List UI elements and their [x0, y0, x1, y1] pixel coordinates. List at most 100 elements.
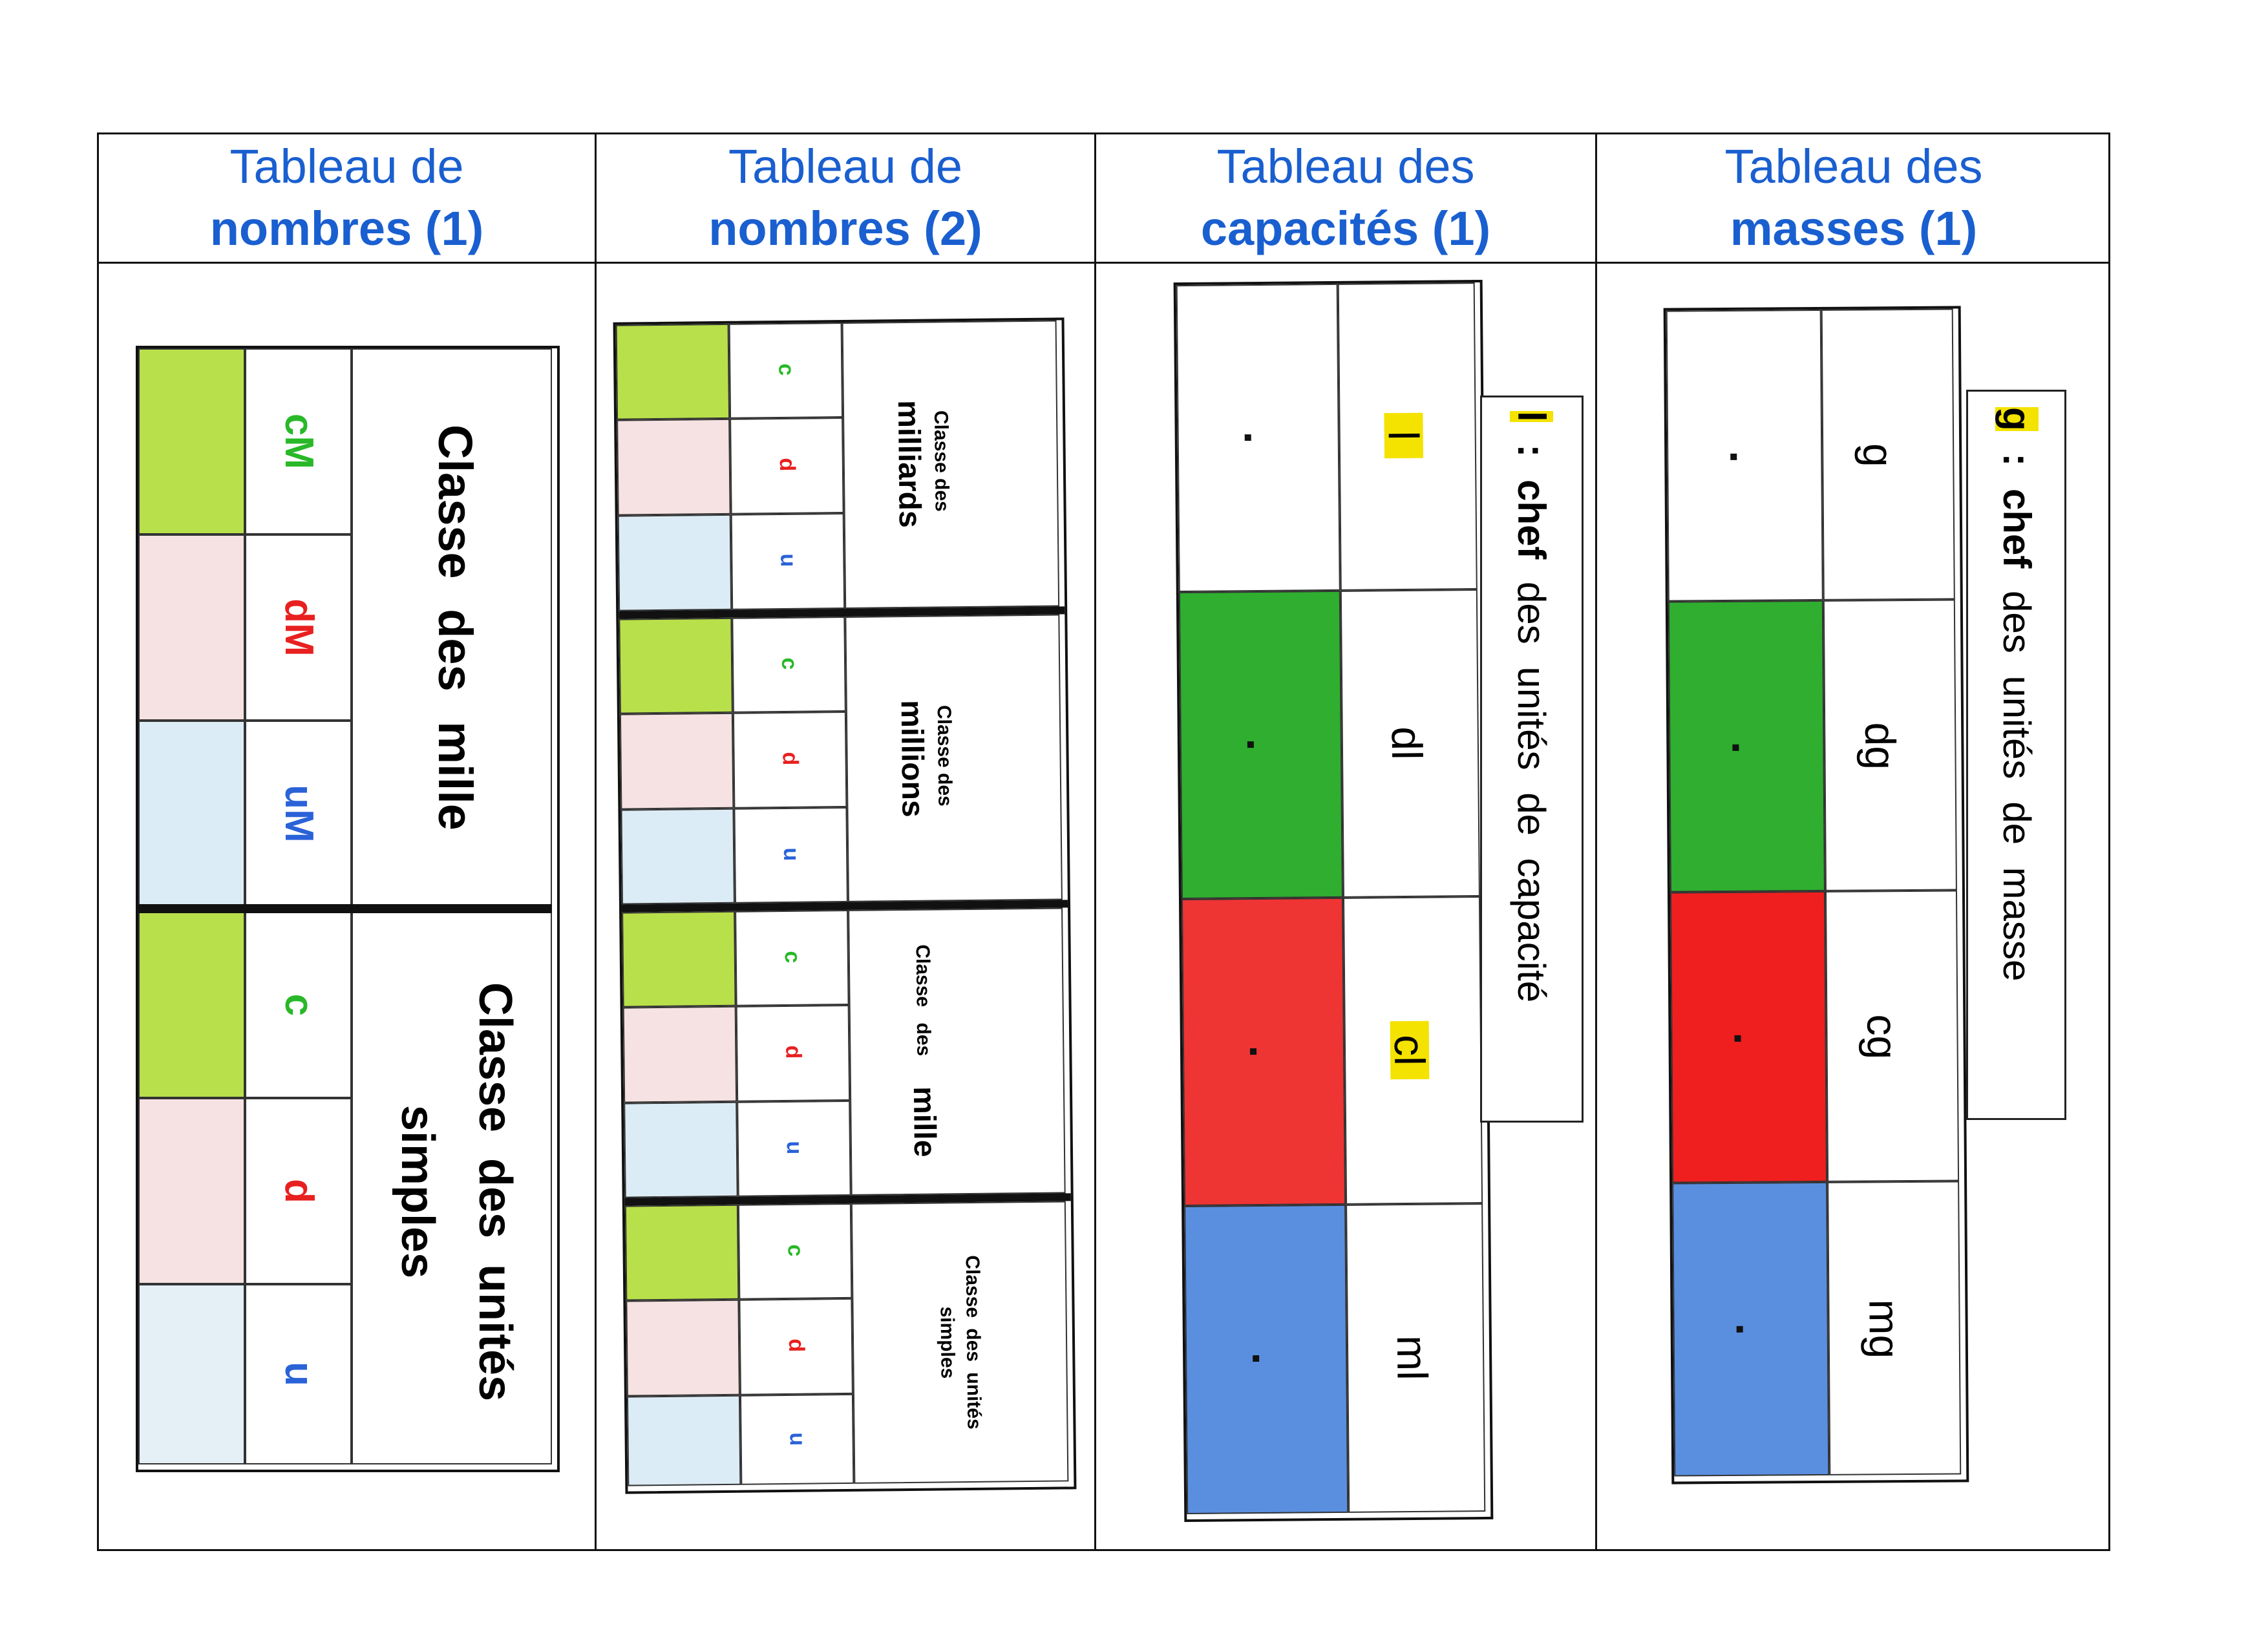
unit-label: d	[784, 1338, 809, 1353]
unit-label: u	[779, 847, 804, 861]
color-cell	[1176, 283, 1341, 593]
unit-label: dg	[1856, 722, 1905, 770]
decimal-dot	[1249, 1048, 1257, 1055]
color-cell	[138, 534, 245, 721]
unit-cell	[245, 348, 352, 534]
unit-label: mg	[1860, 1299, 1909, 1359]
header-line2: nombres (1)	[209, 202, 484, 255]
color-cell	[617, 418, 731, 516]
class-label-simples-1: Classe des unités	[469, 982, 521, 1402]
note-key: l	[1510, 411, 1553, 422]
note-masse	[1966, 390, 2066, 1120]
note-masse-text: g : chef des unités de masse	[1994, 407, 2039, 1099]
color-cell	[1181, 897, 1346, 1207]
color-cell	[1669, 891, 1828, 1183]
color-cell	[626, 1395, 741, 1486]
color-cell	[138, 1098, 245, 1284]
table-frame	[97, 132, 2110, 1551]
class-label-mille: Classe des mille	[429, 425, 482, 830]
unit-label: c	[774, 363, 799, 376]
column-divider	[595, 132, 597, 1551]
group-label-line1: Classe des	[929, 410, 953, 512]
unit-label: c	[776, 657, 802, 670]
header-line1: Tableau des	[1724, 140, 1983, 193]
color-cell	[626, 1299, 740, 1397]
color-cell	[138, 912, 245, 1098]
header-line2: capacités (1)	[1200, 202, 1491, 255]
group-label-line2: millions	[894, 699, 930, 818]
header-divider	[97, 262, 2110, 264]
group-label-line1: Classe des unités	[961, 1255, 985, 1430]
unit-label: ml	[1388, 1335, 1437, 1381]
unit-label: d	[781, 1045, 806, 1059]
group-label-line2: simples	[936, 1306, 959, 1379]
unit-label: cM	[277, 413, 321, 470]
unit-label: c	[779, 951, 805, 964]
unit-label: u	[781, 1141, 807, 1155]
strip-nombres-1: cM dM uM c d u Classe des mille Classe d…	[136, 346, 560, 1472]
color-cell	[619, 712, 734, 810]
decimal-dot	[1734, 1035, 1741, 1042]
strip-nombres-2: c d u Classe des milliards c d u Classe …	[613, 317, 1077, 1494]
class-label-simples-2: simples	[392, 1104, 443, 1279]
decimal-dot	[1730, 453, 1737, 460]
color-cell	[617, 514, 732, 611]
color-cell	[624, 1101, 738, 1198]
color-cell	[138, 721, 245, 907]
unit-label: dM	[277, 598, 321, 657]
decimal-dot	[1244, 434, 1251, 441]
unit-label: uM	[277, 785, 321, 843]
color-cell	[138, 1284, 245, 1464]
decimal-dot	[1247, 741, 1254, 748]
color-cell	[615, 323, 730, 420]
unit-label: c	[277, 993, 321, 1017]
note-rest: des unités de masse	[1995, 591, 2039, 982]
header-line2: nombres (2)	[708, 202, 982, 255]
unit-cell	[245, 1098, 352, 1284]
decimal-dot	[1253, 1355, 1260, 1362]
unit-cell	[245, 1284, 352, 1464]
header-capacites: Tableau des capacités (1)	[1096, 136, 1595, 262]
unit-label: d	[277, 1179, 321, 1203]
class-cell	[352, 912, 552, 1464]
color-cell	[1178, 590, 1343, 900]
color-cell	[622, 1006, 737, 1103]
unit-label-highlighted: cl	[1386, 1020, 1434, 1080]
decimal-dot	[1732, 744, 1739, 751]
class-cell	[851, 1201, 1069, 1484]
header-line2: masses (1)	[1730, 202, 1978, 255]
unit-label: d	[778, 752, 803, 766]
color-cell	[138, 348, 245, 534]
strip-masses: g dg cg mg	[1663, 306, 1969, 1484]
note-capacite	[1480, 396, 1584, 1123]
unit-cell	[245, 534, 352, 721]
unit-label: g	[1854, 443, 1903, 467]
column-divider	[1094, 132, 1096, 1551]
header-line1: Tableau de	[229, 140, 464, 193]
class-cell	[848, 907, 1066, 1196]
header-line1: Tableau des	[1216, 140, 1475, 193]
color-cell	[619, 617, 733, 714]
unit-label: u	[776, 553, 801, 567]
color-cell	[620, 808, 735, 905]
group-label-line2: mille	[906, 1086, 942, 1157]
color-cell	[1668, 600, 1825, 893]
strip-capacites: l dl cl ml	[1173, 279, 1494, 1523]
color-cell	[622, 911, 736, 1008]
color-cell	[624, 1204, 739, 1301]
group-label-line2: milliards	[891, 399, 927, 528]
unit-label: dl	[1383, 726, 1432, 761]
unit-label: d	[774, 458, 800, 472]
column-divider	[1595, 132, 1597, 1551]
unit-label: cg	[1858, 1014, 1907, 1060]
class-separator	[138, 904, 552, 913]
header-nombres-2: Tableau de nombres (2)	[597, 136, 1094, 262]
unit-label: u	[785, 1432, 810, 1446]
color-cell	[1666, 309, 1823, 602]
note-key: g	[1995, 407, 2039, 431]
decimal-dot	[1736, 1326, 1743, 1333]
header-nombres-1: Tableau de nombres (1)	[99, 136, 595, 262]
unit-label: c	[783, 1244, 808, 1257]
unit-label-highlighted: l	[1380, 412, 1428, 459]
note-strong: : chef	[1995, 453, 2039, 569]
